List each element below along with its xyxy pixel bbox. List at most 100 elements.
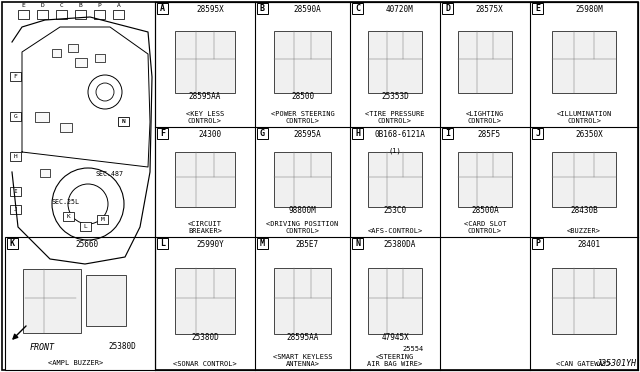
Text: <POWER STEERING
CONTROL>: <POWER STEERING CONTROL>	[271, 111, 334, 124]
Text: 25980M: 25980M	[575, 5, 604, 14]
Text: D: D	[445, 4, 450, 13]
Bar	[157, 238, 168, 249]
Text: A: A	[160, 4, 165, 13]
Text: M: M	[260, 239, 265, 248]
Bar	[532, 238, 543, 249]
Bar	[274, 31, 331, 93]
Text: 98800M: 98800M	[289, 206, 316, 215]
Text: N: N	[122, 119, 125, 124]
Bar	[56, 10, 67, 19]
Text: F: F	[160, 129, 165, 138]
Text: 28595X: 28595X	[196, 5, 224, 14]
Bar	[157, 128, 168, 139]
Text: 28430B: 28430B	[570, 206, 598, 215]
Bar	[442, 3, 453, 14]
Bar	[10, 152, 21, 161]
Text: 285F5: 285F5	[478, 130, 501, 139]
Bar	[118, 117, 129, 126]
Bar	[352, 3, 363, 14]
Text: C: C	[60, 3, 63, 8]
Bar	[7, 238, 18, 249]
Text: F: F	[13, 74, 17, 79]
Bar	[552, 152, 616, 207]
Text: <KEY LESS
CONTROL>: <KEY LESS CONTROL>	[186, 111, 224, 124]
Bar	[157, 3, 168, 14]
Bar	[532, 128, 543, 139]
Bar	[368, 152, 422, 207]
Text: I: I	[445, 129, 450, 138]
Bar	[458, 31, 512, 93]
Text: 28500: 28500	[291, 92, 314, 101]
Text: 28575X: 28575X	[476, 5, 504, 14]
Bar	[10, 112, 21, 121]
Bar	[552, 267, 616, 334]
Text: 2B5E7: 2B5E7	[296, 240, 319, 249]
Text: J: J	[13, 207, 17, 212]
Bar	[95, 54, 105, 62]
Bar	[10, 72, 21, 81]
Text: (1): (1)	[388, 147, 401, 154]
Text: I: I	[13, 189, 17, 194]
Bar	[86, 275, 126, 326]
Text: 47945X: 47945X	[381, 333, 409, 342]
Text: 25353D: 25353D	[381, 92, 409, 101]
Bar	[352, 238, 363, 249]
Text: <SMART KEYLESS
ANTENNA>: <SMART KEYLESS ANTENNA>	[273, 354, 332, 367]
Text: D: D	[40, 3, 44, 8]
Text: <TIRE PRESSURE
CONTROL>: <TIRE PRESSURE CONTROL>	[365, 111, 425, 124]
Text: J: J	[535, 129, 540, 138]
Text: 253C0: 253C0	[383, 206, 406, 215]
Bar	[458, 152, 512, 207]
Bar	[5, 237, 155, 370]
Bar	[97, 215, 108, 224]
Text: 28590A: 28590A	[293, 5, 321, 14]
Bar	[10, 205, 21, 214]
Bar	[274, 152, 331, 207]
Text: <STEERING
AIR BAG WIRE>: <STEERING AIR BAG WIRE>	[367, 354, 422, 367]
Text: E: E	[22, 3, 26, 8]
Text: <DRIVING POSITION
CONTROL>: <DRIVING POSITION CONTROL>	[266, 221, 339, 234]
Text: A: A	[116, 3, 120, 8]
Text: N: N	[355, 239, 360, 248]
Bar	[52, 49, 61, 57]
Text: SEC.487: SEC.487	[95, 171, 123, 177]
Text: G: G	[260, 129, 265, 138]
Text: K: K	[10, 239, 15, 248]
Text: J25301YH: J25301YH	[596, 359, 636, 368]
Text: <BUZZER>: <BUZZER>	[567, 228, 601, 234]
Bar	[175, 152, 235, 207]
Text: L: L	[84, 224, 88, 229]
Text: 28595A: 28595A	[293, 130, 321, 139]
Text: 40720M: 40720M	[386, 5, 413, 14]
Text: 26350X: 26350X	[575, 130, 604, 139]
Text: K: K	[67, 214, 70, 219]
Bar	[37, 10, 48, 19]
Bar	[175, 267, 235, 334]
Text: 24300: 24300	[198, 130, 221, 139]
Text: 25660: 25660	[76, 240, 99, 249]
Bar	[35, 112, 49, 122]
Text: H: H	[13, 154, 17, 159]
Text: E: E	[535, 4, 540, 13]
Bar	[68, 44, 78, 52]
Bar	[274, 267, 331, 334]
Text: 25990Y: 25990Y	[196, 240, 224, 249]
Bar	[23, 269, 81, 333]
Bar	[368, 267, 422, 334]
Bar	[94, 10, 105, 19]
Bar	[60, 123, 72, 132]
Bar	[442, 128, 453, 139]
Bar	[18, 10, 29, 19]
Text: <CIRCUIT
BREAKER>: <CIRCUIT BREAKER>	[188, 221, 222, 234]
Text: <SONAR CONTROL>: <SONAR CONTROL>	[173, 361, 237, 367]
Text: M: M	[100, 217, 104, 222]
Bar	[40, 169, 50, 177]
Bar	[10, 187, 21, 196]
Text: <AFS-CONTROL>: <AFS-CONTROL>	[367, 228, 422, 234]
Text: 25380D: 25380D	[108, 342, 136, 351]
Bar	[257, 3, 268, 14]
Text: P: P	[535, 239, 540, 248]
Text: FRONT: FRONT	[30, 343, 55, 352]
Text: 25380D: 25380D	[191, 333, 219, 342]
Text: B: B	[260, 4, 265, 13]
